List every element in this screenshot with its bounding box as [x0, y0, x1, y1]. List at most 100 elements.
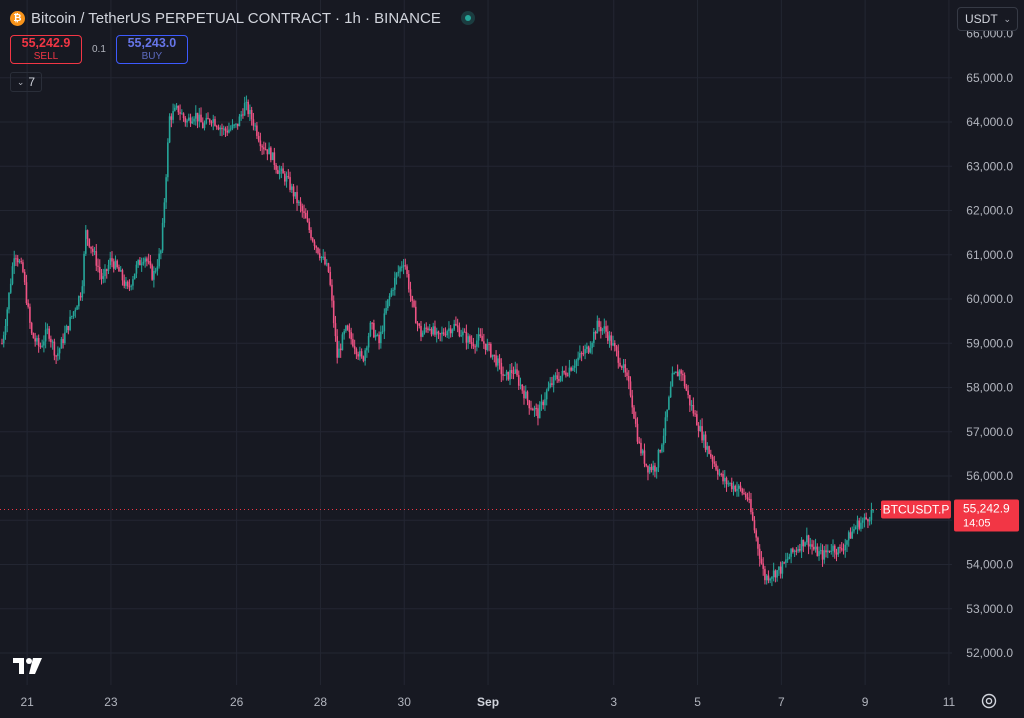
y-tick-label: 56,000.0: [966, 469, 1013, 483]
candle-body: [16, 258, 19, 263]
candle-body: [215, 125, 218, 128]
candle: [619, 357, 621, 368]
candle: [544, 392, 546, 411]
candle: [381, 325, 384, 335]
gear-icon[interactable]: [980, 692, 998, 710]
candle-body: [27, 303, 29, 307]
candle-body: [573, 366, 576, 368]
candle: [318, 248, 321, 261]
candle-body: [676, 371, 679, 377]
candle-body: [86, 230, 89, 239]
candle: [179, 104, 181, 121]
candle: [29, 303, 31, 329]
candle: [139, 256, 141, 266]
candle-body: [528, 400, 531, 409]
candle: [273, 147, 276, 170]
candle-body: [9, 283, 12, 293]
candle: [715, 461, 717, 472]
candle: [18, 259, 21, 264]
candle-body: [652, 465, 654, 471]
candle: [44, 322, 47, 349]
y-tick-label: 58,000.0: [966, 381, 1013, 395]
candle-body: [390, 290, 393, 296]
candle-body: [540, 401, 543, 405]
tradingview-logo-icon[interactable]: [13, 658, 43, 674]
candle-body: [297, 201, 300, 204]
indicators-toggle-button[interactable]: ⌄ 7: [10, 72, 42, 92]
candle: [421, 330, 424, 338]
sell-label: SELL: [33, 50, 59, 62]
candle: [107, 259, 110, 275]
candle: [769, 577, 771, 584]
x-tick-label: 21: [20, 695, 34, 709]
candle-body: [549, 383, 551, 388]
candle: [278, 165, 281, 180]
candle-body: [853, 529, 855, 532]
chevron-down-icon: ⌄: [1003, 13, 1011, 24]
candle: [584, 344, 586, 360]
candle-body: [716, 469, 719, 475]
candle: [86, 229, 89, 246]
candle-body: [561, 371, 564, 376]
candle: [767, 570, 770, 584]
candle: [806, 527, 808, 545]
candle-body: [338, 348, 340, 358]
candle: [32, 332, 35, 339]
candle-body: [179, 112, 181, 114]
candle: [568, 359, 571, 378]
candle: [547, 381, 550, 392]
candle-body: [556, 375, 558, 380]
candle: [490, 342, 492, 359]
candle-body: [811, 544, 813, 547]
sell-button[interactable]: 55,242.9 SELL: [10, 35, 82, 64]
candle-body: [425, 327, 428, 329]
candle: [809, 537, 812, 550]
candle-body: [348, 329, 351, 333]
candle: [360, 348, 363, 359]
candle-body: [737, 485, 740, 489]
candle: [325, 259, 328, 267]
candle: [34, 332, 36, 347]
candle: [608, 331, 611, 348]
candle-body: [126, 281, 129, 287]
candle-body: [530, 408, 532, 410]
candle: [91, 245, 94, 257]
candle-body: [378, 334, 380, 344]
candle: [467, 333, 469, 349]
candle-body: [30, 322, 33, 334]
candle: [535, 403, 538, 416]
candle-body: [224, 128, 227, 131]
candle: [336, 329, 338, 364]
candle-body: [610, 335, 613, 346]
buy-button[interactable]: 55,243.0 BUY: [115, 35, 188, 64]
candle: [434, 320, 436, 337]
chevron-down-icon: ⌄: [16, 76, 25, 87]
candle-body: [753, 520, 756, 531]
symbol-title[interactable]: Bitcoin / TetherUS PERPETUAL CONTRACT · …: [31, 9, 441, 27]
candle: [638, 436, 641, 444]
candle-body: [15, 258, 17, 260]
currency-select[interactable]: USDT ⌄: [957, 7, 1018, 31]
candle: [48, 326, 50, 342]
candle-body: [78, 296, 80, 307]
candle: [181, 109, 183, 115]
candle: [240, 110, 242, 121]
candle: [236, 123, 239, 130]
candle: [710, 449, 712, 459]
candle: [828, 550, 831, 553]
candle-body: [607, 331, 609, 341]
candle: [310, 227, 312, 241]
candle-body: [743, 493, 745, 495]
candle-body: [277, 169, 279, 174]
candle-body: [13, 258, 16, 267]
candle: [191, 116, 194, 125]
candle: [657, 448, 660, 473]
candle: [167, 138, 169, 182]
candle: [528, 399, 531, 415]
candle-body: [270, 147, 272, 160]
candle-body: [228, 129, 230, 133]
candle: [111, 251, 113, 268]
candle: [58, 347, 61, 360]
candle-body: [37, 338, 40, 347]
